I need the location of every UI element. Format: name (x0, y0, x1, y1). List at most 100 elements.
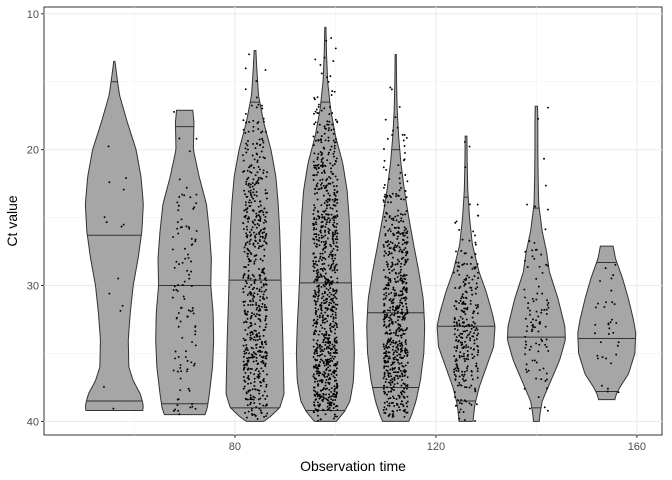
data-point (323, 171, 326, 174)
data-point (537, 117, 540, 120)
data-point (388, 316, 391, 319)
data-point (324, 240, 327, 243)
data-point (527, 369, 530, 372)
data-point (315, 293, 318, 296)
data-point (461, 295, 463, 298)
data-point (319, 303, 322, 306)
data-point (172, 236, 175, 238)
data-point (117, 277, 120, 280)
data-point (544, 380, 547, 382)
data-point (254, 258, 257, 261)
data-point (474, 292, 477, 295)
data-point (313, 380, 316, 383)
data-point (405, 312, 407, 315)
data-point (399, 271, 402, 274)
data-point (401, 213, 404, 216)
data-point (252, 166, 255, 169)
data-point (398, 395, 401, 398)
data-point (390, 387, 393, 390)
data-point (459, 351, 462, 354)
data-point (242, 368, 245, 371)
data-point (189, 196, 192, 199)
data-point (325, 242, 327, 245)
data-point (313, 331, 316, 334)
data-point (320, 221, 323, 224)
data-point (317, 105, 320, 108)
data-point (401, 238, 404, 241)
data-point (535, 298, 538, 301)
data-point (599, 341, 602, 344)
data-point (385, 408, 388, 411)
data-point (329, 352, 332, 355)
data-point (386, 137, 389, 140)
data-point (600, 384, 603, 387)
data-point (396, 328, 399, 331)
data-point (247, 216, 250, 219)
data-point (526, 325, 529, 328)
data-point (322, 184, 325, 187)
data-point (387, 375, 390, 378)
data-point (329, 359, 332, 362)
data-point (247, 220, 250, 223)
data-point (316, 414, 319, 417)
data-point (330, 302, 333, 305)
data-point (257, 103, 260, 106)
data-point (325, 330, 328, 333)
data-point (400, 297, 403, 300)
data-point (313, 218, 316, 221)
data-point (463, 370, 466, 373)
data-point (242, 360, 245, 363)
data-point (179, 389, 182, 392)
data-point (258, 224, 261, 227)
data-point (332, 407, 335, 410)
data-point (246, 252, 249, 255)
data-point (246, 349, 249, 352)
data-point (326, 218, 329, 221)
data-point (332, 60, 335, 63)
data-point (392, 341, 395, 344)
data-point (328, 337, 331, 340)
data-point (334, 405, 337, 408)
data-point (317, 297, 319, 300)
data-point (193, 206, 196, 209)
data-point (253, 313, 256, 316)
data-point (394, 349, 397, 352)
data-point (455, 220, 458, 223)
data-point (189, 310, 192, 313)
data-point (320, 306, 323, 309)
data-point (333, 379, 336, 382)
data-point (265, 306, 268, 309)
data-point (261, 302, 264, 305)
data-point (190, 260, 192, 263)
data-point (183, 194, 186, 197)
data-point (264, 277, 267, 280)
data-point (458, 334, 461, 337)
data-point (406, 353, 409, 356)
data-point (330, 167, 332, 170)
data-point (397, 371, 400, 374)
data-point (532, 300, 535, 303)
data-point (335, 297, 338, 300)
data-point (317, 333, 320, 336)
data-point (458, 356, 461, 359)
data-point (254, 239, 257, 242)
data-point (323, 132, 326, 135)
data-point (594, 306, 597, 309)
data-point (261, 232, 264, 234)
data-point (320, 204, 323, 207)
data-point (323, 327, 326, 330)
data-point (406, 361, 409, 364)
data-point (461, 302, 464, 305)
data-point (333, 225, 335, 228)
data-point (315, 184, 318, 187)
data-point (333, 355, 336, 358)
data-point (316, 315, 319, 318)
data-point (253, 402, 256, 404)
data-point (245, 352, 248, 354)
data-point (328, 344, 331, 347)
data-point (321, 400, 324, 402)
data-point (317, 365, 320, 368)
data-point (265, 309, 268, 311)
data-point (466, 334, 469, 337)
data-point (402, 365, 405, 368)
